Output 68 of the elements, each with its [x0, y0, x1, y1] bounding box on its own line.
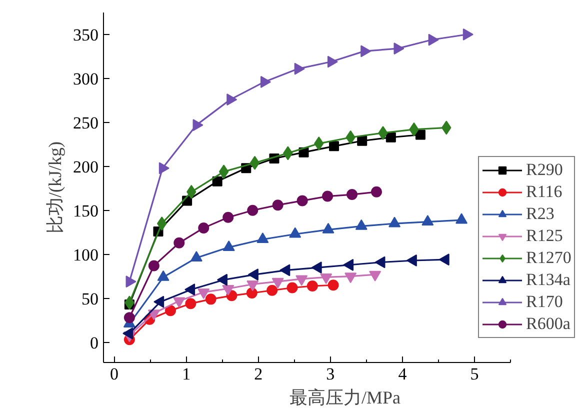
- point: [124, 312, 135, 324]
- point: [322, 190, 334, 202]
- y-tick-label: 200: [73, 157, 98, 176]
- point: [371, 186, 382, 198]
- legend-label: R125: [526, 226, 563, 246]
- point: [346, 189, 358, 200]
- legend-label: R600a: [526, 314, 570, 334]
- y-tick-label: 300: [73, 69, 98, 88]
- point: [329, 141, 340, 152]
- legend-label: R116: [526, 182, 562, 202]
- point: [296, 195, 308, 206]
- y-tick-label: 350: [73, 25, 98, 44]
- point: [386, 132, 396, 142]
- y-tick-label: 0: [90, 333, 98, 352]
- point: [198, 288, 210, 299]
- legend-label: R1270: [526, 248, 572, 268]
- x-axis-title: 最高压力/MPa: [289, 388, 401, 408]
- y-tick-label: 100: [73, 245, 98, 264]
- legend-label: R170: [526, 292, 563, 312]
- point: [174, 237, 185, 248]
- point: [256, 232, 269, 244]
- y-tick-label: 50: [82, 289, 98, 308]
- point: [360, 45, 372, 58]
- x-tick-label: 3: [326, 364, 335, 384]
- point: [246, 288, 258, 299]
- point: [222, 284, 234, 296]
- x-tick-label: 5: [470, 364, 479, 384]
- point: [296, 275, 308, 286]
- legend-label: R134a: [526, 270, 570, 290]
- legend-label: R290: [526, 160, 563, 180]
- point: [173, 297, 186, 308]
- point: [222, 212, 234, 223]
- y-tick-label: 250: [73, 113, 98, 132]
- point: [122, 327, 134, 340]
- point: [462, 28, 474, 40]
- point: [272, 200, 284, 211]
- point: [164, 305, 176, 316]
- y-axis-title: 比功/(kJ/kg): [45, 141, 65, 234]
- point: [218, 164, 229, 179]
- point: [394, 42, 404, 55]
- point: [272, 278, 284, 288]
- point: [184, 284, 196, 296]
- point: [369, 270, 382, 282]
- point: [266, 284, 278, 296]
- x-tick-label: 4: [398, 364, 408, 384]
- point: [198, 222, 210, 234]
- legend-label: R23: [526, 204, 554, 224]
- point: [294, 62, 305, 75]
- x-tick-label: 1: [182, 364, 191, 384]
- point: [328, 280, 339, 291]
- point: [250, 156, 260, 170]
- x-tick-label: 0: [110, 364, 119, 384]
- point: [327, 56, 338, 68]
- point: [428, 34, 439, 46]
- point: [190, 251, 202, 262]
- point: [357, 136, 368, 146]
- point: [154, 296, 164, 308]
- x-tick-label: 2: [254, 364, 263, 384]
- point: [185, 298, 196, 310]
- point: [212, 176, 222, 186]
- point: [148, 260, 160, 272]
- y-tick-label: 150: [73, 201, 98, 220]
- point: [286, 282, 298, 294]
- point: [205, 294, 216, 305]
- point: [247, 204, 258, 216]
- point: [415, 130, 426, 140]
- point: [306, 280, 318, 292]
- point: [260, 76, 271, 88]
